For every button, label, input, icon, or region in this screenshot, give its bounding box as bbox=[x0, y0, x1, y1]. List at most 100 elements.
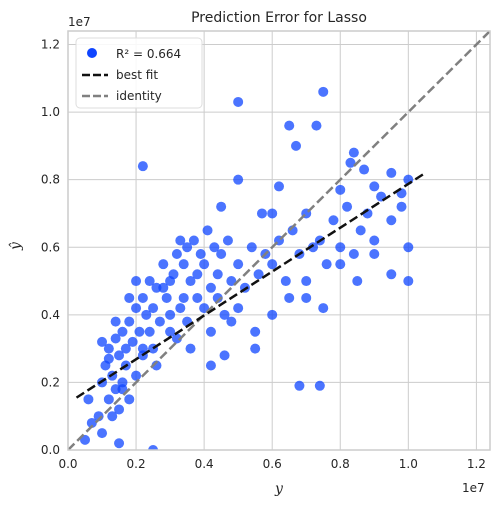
data-point bbox=[185, 276, 196, 287]
data-point bbox=[154, 316, 165, 327]
data-point bbox=[205, 326, 216, 337]
data-point bbox=[386, 269, 397, 280]
data-point bbox=[335, 184, 346, 195]
data-point bbox=[137, 292, 148, 303]
data-point bbox=[226, 276, 237, 287]
data-point bbox=[212, 269, 223, 280]
data-point bbox=[348, 147, 359, 158]
data-point bbox=[110, 316, 121, 327]
x-tick-label: 1.0 bbox=[399, 457, 418, 471]
data-point bbox=[192, 269, 203, 280]
data-point bbox=[97, 336, 108, 347]
data-point bbox=[131, 370, 142, 381]
legend-label-identity: identity bbox=[116, 89, 162, 103]
data-point bbox=[233, 96, 244, 107]
data-point bbox=[311, 120, 322, 131]
data-point bbox=[185, 343, 196, 354]
data-point bbox=[192, 292, 203, 303]
y-tick-label: 1.2 bbox=[41, 38, 60, 52]
y-tick-label: 0.6 bbox=[41, 240, 60, 254]
data-point bbox=[165, 326, 176, 337]
data-point bbox=[314, 380, 325, 391]
data-point bbox=[114, 350, 125, 361]
data-point bbox=[250, 326, 261, 337]
data-point bbox=[219, 309, 230, 320]
x-axis-label: y bbox=[274, 481, 284, 497]
data-point bbox=[342, 201, 353, 212]
data-point bbox=[175, 303, 186, 314]
x-tick-label: 0.8 bbox=[331, 457, 350, 471]
data-point bbox=[144, 276, 155, 287]
data-point bbox=[165, 309, 176, 320]
data-point bbox=[137, 161, 148, 172]
x-tick-label: 0.0 bbox=[58, 457, 77, 471]
data-point bbox=[318, 303, 329, 314]
data-point bbox=[188, 235, 199, 246]
legend-box bbox=[75, 37, 203, 109]
data-point bbox=[131, 303, 142, 314]
data-point bbox=[202, 225, 213, 236]
data-point bbox=[195, 249, 206, 260]
data-point bbox=[144, 326, 155, 337]
data-point bbox=[124, 394, 135, 405]
data-point bbox=[127, 336, 138, 347]
data-point bbox=[148, 445, 159, 450]
data-point bbox=[124, 316, 135, 327]
y-tick-label: 1.0 bbox=[41, 105, 60, 119]
data-point bbox=[335, 242, 346, 253]
data-point bbox=[107, 411, 118, 422]
data-point bbox=[386, 215, 397, 226]
data-point bbox=[114, 438, 125, 449]
data-point bbox=[110, 333, 121, 344]
data-point bbox=[209, 242, 220, 253]
data-point bbox=[396, 201, 407, 212]
data-point bbox=[97, 428, 108, 439]
best-fit-line bbox=[75, 171, 427, 399]
data-point bbox=[175, 235, 186, 246]
data-point bbox=[233, 259, 244, 270]
data-point bbox=[403, 242, 414, 253]
y-axis-label: ŷ bbox=[7, 241, 24, 251]
data-point bbox=[328, 215, 339, 226]
data-point bbox=[148, 303, 159, 314]
y-tick-label: 0.2 bbox=[41, 375, 60, 389]
legend-marker-points bbox=[87, 48, 97, 58]
x-tick-label: 0.4 bbox=[195, 457, 214, 471]
data-point bbox=[256, 208, 267, 219]
data-point bbox=[226, 316, 237, 327]
data-point bbox=[158, 259, 169, 270]
chart-title: Prediction Error for Lasso bbox=[191, 10, 367, 26]
data-point bbox=[280, 276, 291, 287]
data-point bbox=[345, 157, 356, 168]
data-point bbox=[216, 201, 227, 212]
data-point bbox=[359, 164, 370, 175]
data-point bbox=[267, 309, 278, 320]
data-point bbox=[158, 282, 169, 293]
data-point bbox=[171, 249, 182, 260]
data-point bbox=[86, 417, 97, 428]
data-point bbox=[205, 360, 216, 371]
plot-frame bbox=[67, 30, 491, 451]
data-point bbox=[301, 292, 312, 303]
data-point bbox=[355, 225, 366, 236]
x-tick-label: 0.6 bbox=[263, 457, 282, 471]
data-point bbox=[205, 282, 216, 293]
data-point bbox=[216, 249, 227, 260]
data-point bbox=[253, 269, 264, 280]
data-point bbox=[171, 333, 182, 344]
data-point bbox=[233, 174, 244, 185]
data-point bbox=[120, 343, 131, 354]
data-point bbox=[267, 208, 278, 219]
data-point bbox=[161, 292, 172, 303]
data-point bbox=[199, 303, 210, 314]
legend-label-best-fit: best fit bbox=[116, 68, 158, 82]
data-point bbox=[369, 249, 380, 260]
data-point bbox=[131, 276, 142, 287]
plot-area: 0.0 0.2 0.4 0.6 0.8 1.0 1.2 0.0 0.2 0.4 0.6 0.8 1.0 1… bbox=[41, 30, 491, 471]
data-point bbox=[168, 269, 179, 280]
data-point bbox=[134, 326, 145, 337]
y-offset-label: 1e7 bbox=[68, 15, 91, 29]
data-point bbox=[318, 86, 329, 97]
data-point bbox=[219, 350, 230, 361]
